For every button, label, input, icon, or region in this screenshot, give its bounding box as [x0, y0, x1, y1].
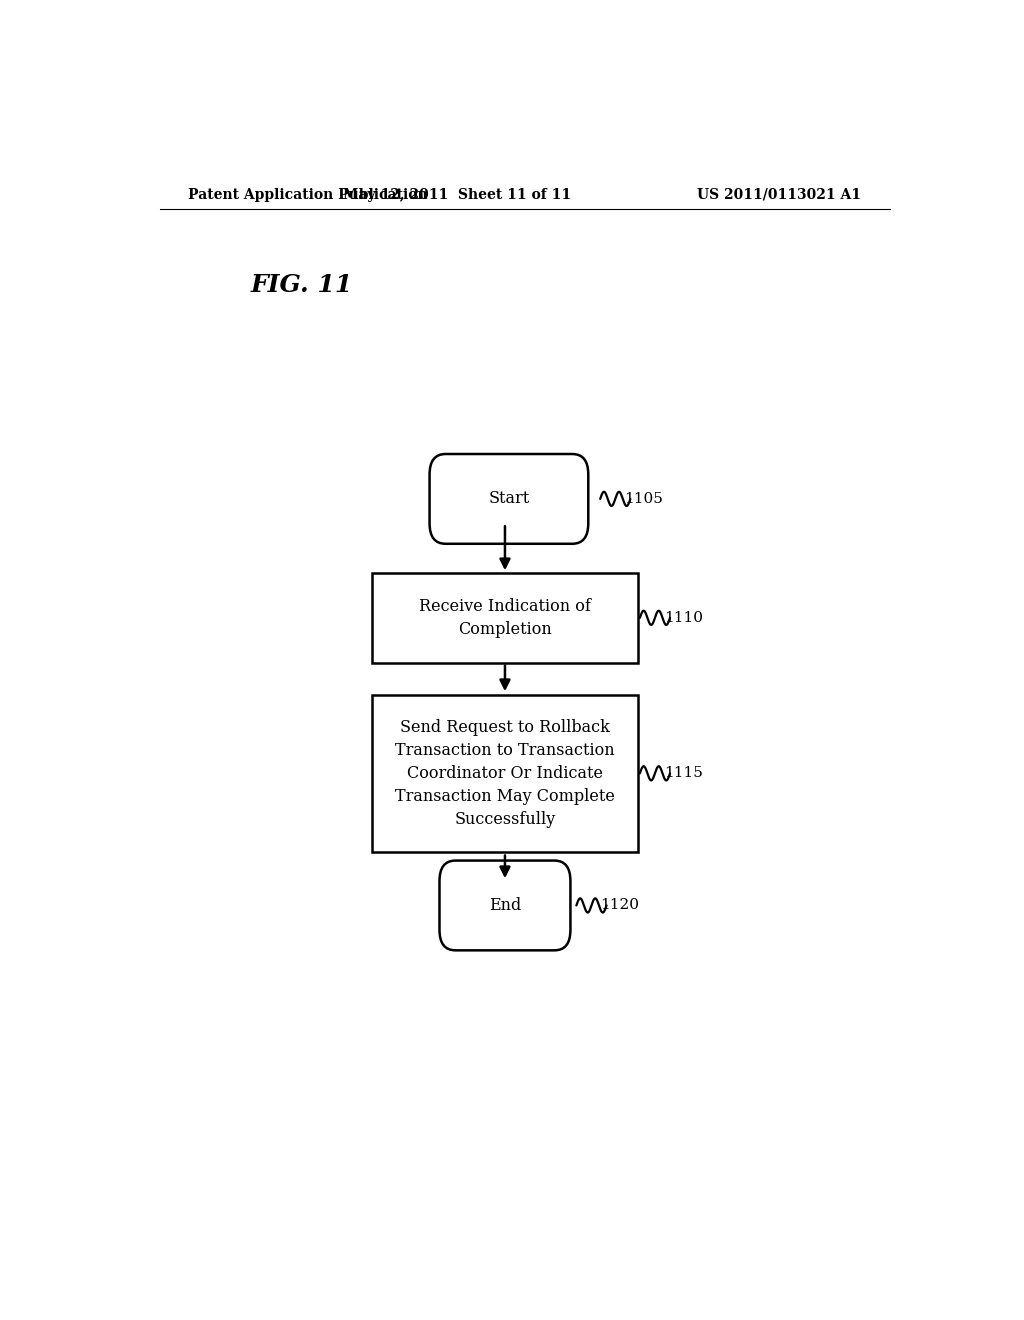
- Text: 1105: 1105: [624, 492, 663, 506]
- Text: Patent Application Publication: Patent Application Publication: [187, 187, 427, 202]
- Text: 1115: 1115: [664, 767, 702, 780]
- Text: Receive Indication of
Completion: Receive Indication of Completion: [419, 598, 591, 638]
- Text: US 2011/0113021 A1: US 2011/0113021 A1: [696, 187, 861, 202]
- Bar: [372, 573, 638, 663]
- Text: FIG. 11: FIG. 11: [251, 273, 353, 297]
- Bar: [372, 694, 638, 853]
- Text: May 12, 2011  Sheet 11 of 11: May 12, 2011 Sheet 11 of 11: [343, 187, 571, 202]
- Text: End: End: [488, 898, 521, 913]
- Text: Send Request to Rollback
Transaction to Transaction
Coordinator Or Indicate
Tran: Send Request to Rollback Transaction to …: [395, 719, 614, 828]
- Text: 1110: 1110: [664, 611, 702, 624]
- Text: 1120: 1120: [600, 899, 639, 912]
- FancyBboxPatch shape: [439, 861, 570, 950]
- FancyBboxPatch shape: [430, 454, 588, 544]
- Text: Start: Start: [488, 491, 529, 507]
